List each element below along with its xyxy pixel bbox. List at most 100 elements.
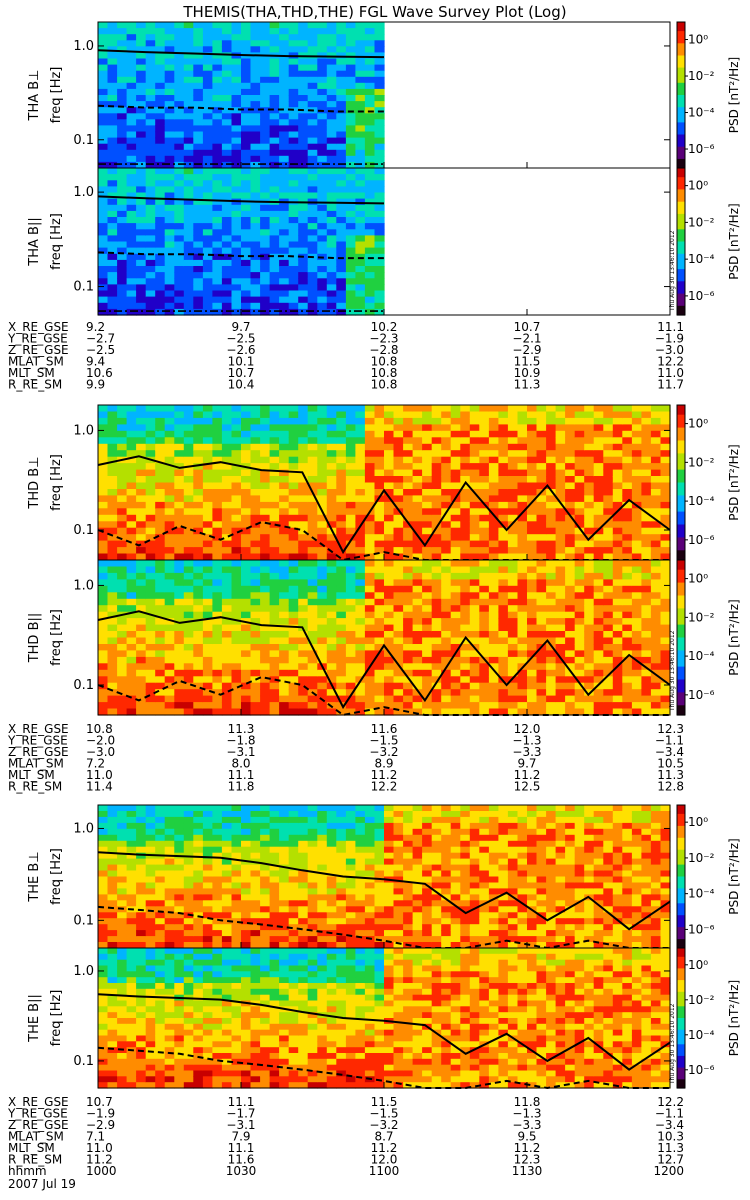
spectrogram-cell	[221, 210, 232, 218]
spectrogram-cell	[345, 598, 356, 606]
spectrogram-cell	[183, 143, 194, 151]
spectrogram-cell	[221, 456, 232, 464]
spectrogram-cell	[202, 876, 213, 884]
spectrogram-cell	[460, 579, 471, 587]
spectrogram-cell	[546, 618, 557, 626]
spectrogram-cell	[193, 501, 204, 509]
spectrogram-cell	[193, 858, 204, 866]
spectrogram-cell	[250, 656, 261, 664]
spectrogram-cell	[260, 482, 271, 490]
spectrogram-cell	[450, 540, 461, 548]
spectrogram-cell	[260, 253, 271, 261]
spectrogram-cell	[536, 708, 547, 716]
spectrogram-cell	[555, 437, 566, 445]
spectrogram-cell	[183, 82, 194, 90]
spectrogram-cell	[136, 624, 147, 632]
spectrogram-cell	[174, 174, 185, 181]
spectrogram-cell	[126, 119, 137, 126]
spectrogram-cell	[193, 930, 204, 937]
spectrogram-cell	[603, 644, 614, 652]
spectrogram-cell	[117, 876, 128, 884]
spectrogram-cell	[164, 702, 175, 710]
spectrogram-cell	[231, 553, 242, 561]
spectrogram-cell	[555, 631, 566, 639]
spectrogram-cell	[498, 682, 509, 690]
spectrogram-cell	[212, 534, 223, 542]
spectrogram-cell	[202, 476, 213, 484]
spectrogram-cell	[231, 572, 242, 580]
spectrogram-cell	[393, 424, 404, 432]
colorbar-cell	[677, 37, 685, 41]
spectrogram-cell	[212, 229, 223, 236]
spectrogram-cell	[117, 125, 128, 133]
spectrogram-cell	[126, 278, 137, 285]
spectrogram-cell	[574, 508, 585, 516]
spectrogram-cell	[631, 560, 642, 568]
spectrogram-cell	[183, 247, 194, 255]
spectrogram-cell	[422, 450, 433, 458]
spectrogram-cell	[98, 644, 109, 652]
spectrogram-cell	[336, 456, 347, 464]
spectrogram-cell	[431, 669, 442, 677]
spectrogram-cell	[612, 547, 623, 555]
colorbar-cell	[677, 235, 685, 240]
spectrogram-cell	[136, 924, 147, 931]
spectrogram-cell	[183, 534, 194, 542]
colorbar-cell	[677, 22, 685, 26]
spectrogram-cell	[117, 463, 128, 471]
spectrogram-cell	[221, 186, 232, 194]
ephemeris-row-label: MLAT_SM	[8, 757, 64, 771]
spectrogram-cell	[660, 708, 671, 716]
spectrogram-cell	[241, 689, 252, 697]
spectrogram-cell	[422, 618, 433, 626]
spectrogram-cell	[403, 650, 414, 658]
spectrogram-cell	[269, 125, 280, 133]
spectrogram-cell	[212, 278, 223, 285]
spectrogram-cell	[98, 495, 109, 503]
spectrogram-cell	[117, 888, 128, 895]
spectrogram-cell	[555, 618, 566, 626]
spectrogram-cell	[622, 708, 633, 716]
spectrogram-cell	[164, 840, 175, 848]
solid-freq-line	[97, 455, 671, 555]
spectrogram-cell	[555, 682, 566, 690]
spectrogram-cell	[126, 870, 137, 878]
colorbar-cell	[677, 293, 685, 298]
spectrogram-cell	[164, 137, 175, 145]
spectrogram-cell	[307, 663, 318, 671]
spectrogram-cell	[183, 284, 194, 292]
spectrogram-cell	[574, 547, 585, 555]
spectrogram-cell	[174, 405, 185, 413]
colorbar-cell	[677, 563, 685, 567]
spectrogram-cell	[317, 592, 328, 600]
spectrogram-cell	[326, 186, 337, 194]
spectrogram-cell	[202, 450, 213, 458]
spectrogram-cell	[546, 514, 557, 522]
spectrogram-cell	[593, 669, 604, 677]
spectrogram-cell	[183, 278, 194, 285]
spectrogram-cell	[269, 437, 280, 445]
spectrogram-cell	[145, 631, 156, 639]
spectrogram-cell	[565, 598, 576, 606]
ephemeris-row-label: X_RE_GSE	[8, 722, 69, 736]
spectrogram-cell	[98, 936, 109, 943]
spectrogram-cell	[250, 430, 261, 438]
spectrogram-cell	[145, 302, 156, 310]
spectrogram-cell	[221, 579, 232, 587]
spectrogram-cell	[450, 669, 461, 677]
spectrogram-cell	[279, 424, 290, 432]
spectrogram-cell	[593, 489, 604, 497]
spectrogram-cell	[183, 508, 194, 516]
spectrogram-cell	[650, 572, 661, 580]
spectrogram-cell	[536, 501, 547, 509]
spectrogram-cell	[202, 70, 213, 78]
spectrogram-cell	[193, 592, 204, 600]
spectrogram-cell	[117, 137, 128, 145]
spectrogram-cell	[155, 482, 166, 490]
spectrogram-cell	[136, 119, 147, 126]
spectrogram-cell	[164, 708, 175, 716]
spectrogram-cell	[145, 22, 156, 29]
spectrogram-cell	[164, 241, 175, 249]
spectrogram-cell	[650, 631, 661, 639]
spectrogram-cell	[536, 676, 547, 684]
